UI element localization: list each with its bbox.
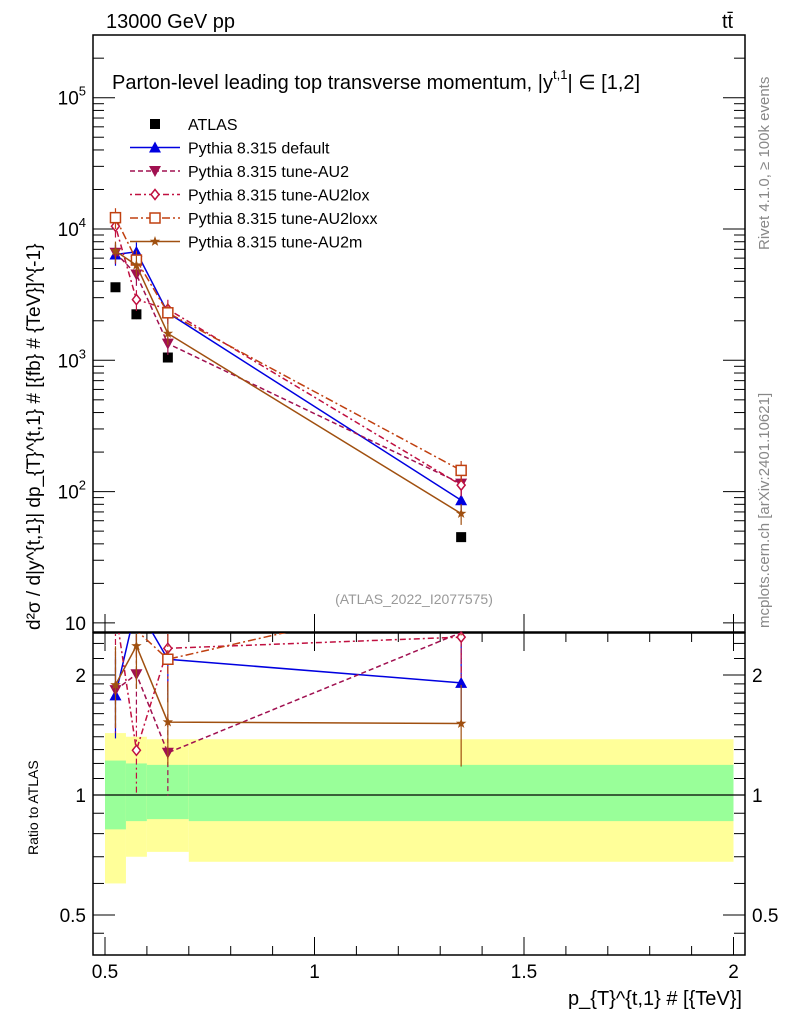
x-tick-label: 1 <box>309 962 320 983</box>
x-tick-label: 1.5 <box>511 962 537 983</box>
legend: ATLAS Pythia 8.315 default Pythia 8.315 tu… <box>130 117 377 252</box>
legend-label: Pythia 8.315 tune-AU2 <box>188 164 349 181</box>
ratio-frame <box>92 632 746 956</box>
ratio-tick-label-left: 1 <box>75 786 86 807</box>
y-tick-label: 10 <box>65 614 86 635</box>
data-point <box>131 309 142 320</box>
series-line <box>115 251 462 501</box>
x-tick-label: 2 <box>728 962 739 983</box>
ratio-tick-label-left: 2 <box>75 666 86 687</box>
data-point <box>455 494 468 506</box>
ratio-point <box>162 716 174 727</box>
data-point <box>109 211 122 224</box>
ratio-point <box>455 718 467 728</box>
series-pythia-8-315-tune-au2m <box>110 241 467 767</box>
legend-marker <box>149 166 161 177</box>
ratio-line <box>114 633 462 696</box>
legend-label: ATLAS <box>188 117 238 134</box>
ratio-line <box>118 633 462 751</box>
y-tick-label: 103 <box>58 346 86 372</box>
data-point <box>131 293 142 306</box>
ratio-tick-label-left: 0.5 <box>60 906 86 927</box>
data-point <box>162 352 173 363</box>
series-pythia-8-315-tune-au2loxx <box>109 208 467 703</box>
ratio-point <box>456 630 467 644</box>
main-frame <box>92 34 746 633</box>
data-point <box>110 245 121 256</box>
ratio-point <box>162 653 174 666</box>
ratio-y-label: Ratio to ATLAS <box>25 760 41 855</box>
ratio-line <box>114 644 462 725</box>
data-point <box>162 307 174 319</box>
legend-label: Pythia 8.315 default <box>188 141 330 158</box>
legend-label: Pythia 8.315 tune-AU2loxx <box>188 211 377 228</box>
series-line <box>115 250 462 515</box>
data-point <box>456 478 467 492</box>
ratio-point <box>131 640 142 651</box>
legend-marker <box>150 188 160 201</box>
analysis-label: (ATLAS_2022_I2077575) <box>335 591 493 607</box>
rivet-label: Rivet 4.1.0, ≥ 100k events <box>756 77 773 250</box>
x-axis-label: p_{T}^{t,1} # [{TeV}] <box>568 988 742 1010</box>
data-point <box>455 464 467 477</box>
data-point <box>456 532 467 543</box>
legend-marker <box>150 119 160 129</box>
series-pythia-8-315-tune-au2lox <box>110 216 467 794</box>
legend-label: Pythia 8.315 tune-AU2m <box>188 235 362 252</box>
series-atlas <box>110 282 467 543</box>
ratio-tick-label-right: 2 <box>752 666 763 687</box>
ratio-point <box>110 679 121 690</box>
data-point <box>110 282 121 293</box>
y-tick-label: 105 <box>58 84 86 110</box>
series-line <box>114 226 462 486</box>
ratio-tick-label-right: 0.5 <box>752 906 778 927</box>
series-pythia-8-315-tune-au2 <box>109 243 468 796</box>
legend-label: Pythia 8.315 tune-AU2lox <box>188 188 369 205</box>
y-axis-label: d²σ / d|y^{t,1}| dp_{T}^{t,1} # [{fb} # … <box>24 244 45 630</box>
band-inner <box>188 764 734 822</box>
data-point <box>131 259 142 270</box>
y-tick-label: 104 <box>58 215 86 241</box>
header-right: tt̄ <box>722 11 734 33</box>
x-tick-label: 0.5 <box>92 962 118 983</box>
header-left: 13000 GeV pp <box>106 11 235 33</box>
legend-marker <box>149 141 161 153</box>
series-line <box>114 252 462 485</box>
y-tick-label: 102 <box>58 478 86 504</box>
series-line <box>114 217 462 472</box>
mcplots-label: mcplots.cern.ch [arXiv:2401.10621] <box>756 393 773 628</box>
ratio-tick-label-right: 1 <box>752 786 763 807</box>
ratio-line <box>115 633 462 754</box>
ratio-point <box>455 676 468 688</box>
legend-marker <box>149 236 161 246</box>
legend-marker <box>149 212 161 224</box>
chart-title: Parton-level leading top transverse mome… <box>112 67 640 94</box>
ratio-point <box>131 744 142 757</box>
data-point <box>162 328 174 338</box>
data-point <box>455 508 467 518</box>
